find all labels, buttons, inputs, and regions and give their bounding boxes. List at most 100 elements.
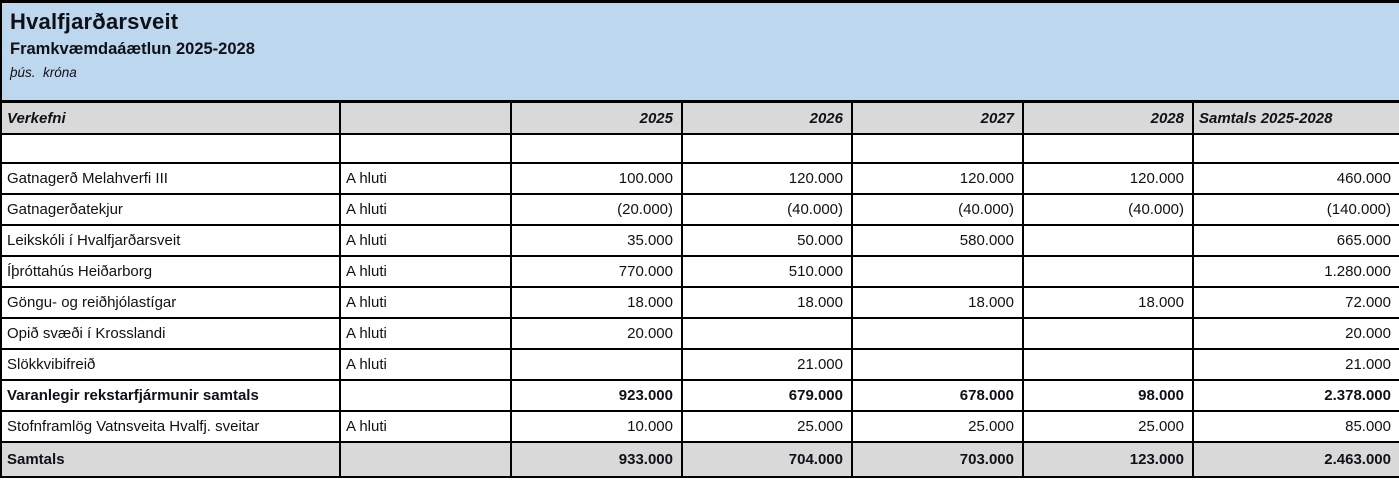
value-2028-cell: [1022, 348, 1194, 381]
value-2026-cell: 21.000: [681, 348, 853, 381]
project-cell: Leikskóli í Hvalfjarðarsveit: [0, 224, 341, 257]
value-2026-cell: 50.000: [681, 224, 853, 257]
col-header-2028: 2028: [1022, 103, 1194, 135]
value-2028-cell: 98.000: [1022, 379, 1194, 412]
value-2028-cell: 123.000: [1022, 441, 1194, 478]
col-header-2026: 2026: [681, 103, 853, 135]
part-cell: A hluti: [339, 317, 512, 350]
part-cell: A hluti: [339, 224, 512, 257]
value-2026-cell: [681, 133, 853, 164]
part-cell: A hluti: [339, 410, 512, 443]
value-2026-cell: 120.000: [681, 162, 853, 195]
col-header-blank: [339, 103, 512, 135]
value-2027-cell: 18.000: [851, 286, 1024, 319]
col-header-2025: 2025: [510, 103, 683, 135]
value-2028-cell: [1022, 224, 1194, 257]
table-row: Íþróttahús Heiðarborg A hluti 770.000 51…: [0, 255, 1399, 288]
value-2027-cell: (40.000): [851, 193, 1024, 226]
part-cell: A hluti: [339, 348, 512, 381]
project-cell: Gatnagerð Melahverfi III: [0, 162, 341, 195]
value-2025-cell: [510, 348, 683, 381]
table-row: Göngu- og reiðhjólastígar A hluti 18.000…: [0, 286, 1399, 319]
project-cell: Slökkvibifreið: [0, 348, 341, 381]
total-cell: 2.378.000: [1192, 379, 1399, 412]
project-cell: Varanlegir rekstarfjármunir samtals: [0, 379, 341, 412]
part-cell: A hluti: [339, 162, 512, 195]
project-cell: Göngu- og reiðhjólastígar: [0, 286, 341, 319]
table-row: Opið svæði í Krosslandi A hluti 20.000 2…: [0, 317, 1399, 350]
total-cell: 665.000: [1192, 224, 1399, 257]
project-cell: Íþróttahús Heiðarborg: [0, 255, 341, 288]
project-cell: Stofnframlög Vatnsveita Hvalfj. sveitar: [0, 410, 341, 443]
value-2025-cell: 100.000: [510, 162, 683, 195]
value-2028-cell: 120.000: [1022, 162, 1194, 195]
value-2025-cell: [510, 133, 683, 164]
project-cell: Gatnagerðatekjur: [0, 193, 341, 226]
col-header-verkefni: Verkefni: [0, 103, 341, 135]
value-2027-cell: 580.000: [851, 224, 1024, 257]
total-cell: 2.463.000: [1192, 441, 1399, 478]
value-2025-cell: 10.000: [510, 410, 683, 443]
value-2027-cell: 678.000: [851, 379, 1024, 412]
value-2025-cell: 923.000: [510, 379, 683, 412]
project-cell: Opið svæði í Krosslandi: [0, 317, 341, 350]
table-row: Slökkvibifreið A hluti 21.000 21.000: [0, 348, 1399, 381]
sheet-header: Hvalfjarðarsveit Framkvæmdaáætlun 2025-2…: [0, 3, 1399, 103]
value-2026-cell: 25.000: [681, 410, 853, 443]
value-2025-cell: (20.000): [510, 193, 683, 226]
part-cell: [339, 379, 512, 412]
subtotal-row: Varanlegir rekstarfjármunir samtals 923.…: [0, 379, 1399, 412]
value-2026-cell: 18.000: [681, 286, 853, 319]
part-cell: A hluti: [339, 193, 512, 226]
table-row: Gatnagerðatekjur A hluti (20.000) (40.00…: [0, 193, 1399, 226]
part-cell: A hluti: [339, 255, 512, 288]
value-2027-cell: 25.000: [851, 410, 1024, 443]
value-2025-cell: 933.000: [510, 441, 683, 478]
part-cell: A hluti: [339, 286, 512, 319]
table-row: Stofnframlög Vatnsveita Hvalfj. sveitar …: [0, 410, 1399, 443]
table-row: Gatnagerð Melahverfi III A hluti 100.000…: [0, 162, 1399, 195]
value-2025-cell: 35.000: [510, 224, 683, 257]
value-2028-cell: 18.000: [1022, 286, 1194, 319]
value-2027-cell: 120.000: [851, 162, 1024, 195]
value-2025-cell: 770.000: [510, 255, 683, 288]
grand-total-row: Samtals 933.000 704.000 703.000 123.000 …: [0, 441, 1399, 478]
budget-table: Verkefni 2025 2026 2027 2028 Samtals 202…: [0, 103, 1399, 478]
project-cell: [0, 133, 341, 164]
value-2027-cell: [851, 133, 1024, 164]
value-2026-cell: 679.000: [681, 379, 853, 412]
total-cell: 1.280.000: [1192, 255, 1399, 288]
value-2027-cell: [851, 317, 1024, 350]
value-2028-cell: [1022, 133, 1194, 164]
value-2025-cell: 20.000: [510, 317, 683, 350]
value-2026-cell: 704.000: [681, 441, 853, 478]
table-row: Leikskóli í Hvalfjarðarsveit A hluti 35.…: [0, 224, 1399, 257]
value-2028-cell: (40.000): [1022, 193, 1194, 226]
total-cell: 20.000: [1192, 317, 1399, 350]
total-cell: 21.000: [1192, 348, 1399, 381]
value-2027-cell: [851, 255, 1024, 288]
value-2027-cell: 703.000: [851, 441, 1024, 478]
part-cell: [339, 441, 512, 478]
value-2025-cell: 18.000: [510, 286, 683, 319]
value-2028-cell: [1022, 317, 1194, 350]
total-cell: 460.000: [1192, 162, 1399, 195]
unit-label: þús. króna: [10, 65, 77, 80]
value-2028-cell: 25.000: [1022, 410, 1194, 443]
value-2026-cell: (40.000): [681, 193, 853, 226]
total-cell: [1192, 133, 1399, 164]
table-header-row: Verkefni 2025 2026 2027 2028 Samtals 202…: [0, 103, 1399, 135]
total-cell: 72.000: [1192, 286, 1399, 319]
project-cell: Samtals: [0, 441, 341, 478]
table-row: [0, 133, 1399, 164]
page-subtitle: Framkvæmdaáætlun 2025-2028: [10, 40, 255, 58]
value-2028-cell: [1022, 255, 1194, 288]
col-header-samtals: Samtals 2025-2028: [1192, 103, 1399, 135]
total-cell: (140.000): [1192, 193, 1399, 226]
value-2027-cell: [851, 348, 1024, 381]
value-2026-cell: 510.000: [681, 255, 853, 288]
page-title: Hvalfjarðarsveit: [10, 9, 179, 34]
total-cell: 85.000: [1192, 410, 1399, 443]
part-cell: [339, 133, 512, 164]
